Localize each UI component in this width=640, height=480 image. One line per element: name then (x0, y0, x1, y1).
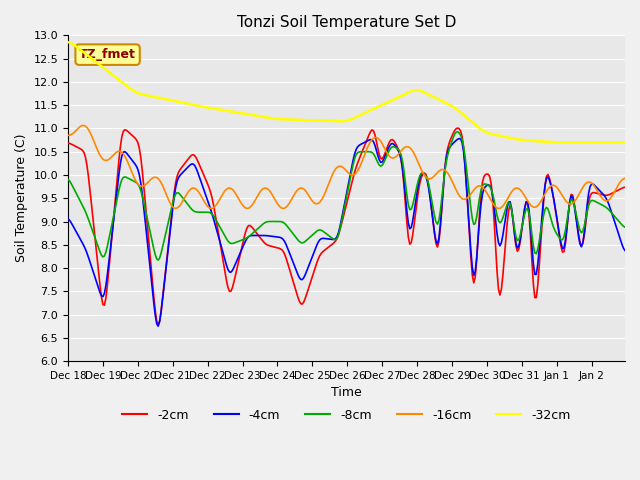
Legend: -2cm, -4cm, -8cm, -16cm, -32cm: -2cm, -4cm, -8cm, -16cm, -32cm (117, 404, 576, 427)
Text: TZ_fmet: TZ_fmet (79, 48, 136, 61)
X-axis label: Time: Time (331, 386, 362, 399)
Title: Tonzi Soil Temperature Set D: Tonzi Soil Temperature Set D (237, 15, 456, 30)
Y-axis label: Soil Temperature (C): Soil Temperature (C) (15, 134, 28, 263)
